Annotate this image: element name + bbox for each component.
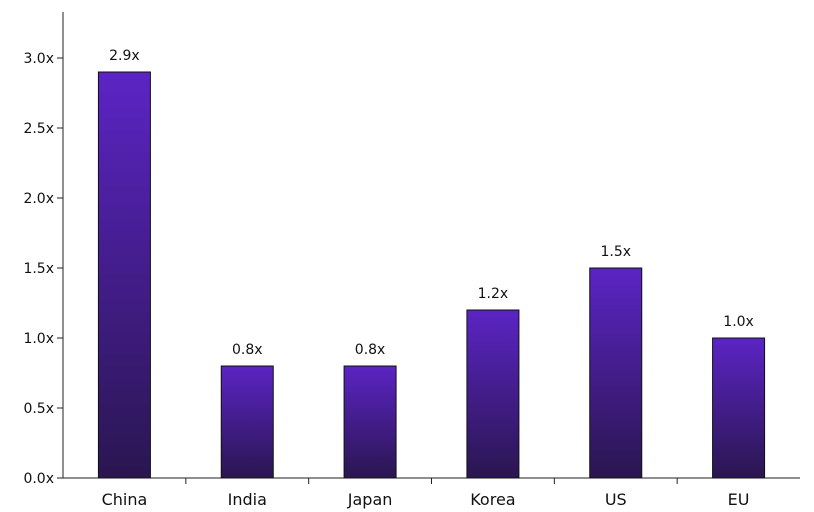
data-label: 1.5x	[600, 244, 631, 260]
bar-india	[220, 365, 274, 479]
bar-us	[589, 267, 643, 479]
x-category-label: China	[102, 490, 148, 509]
bar-korea	[466, 309, 520, 479]
bar-eu	[712, 337, 766, 479]
x-category-label: Korea	[470, 490, 515, 509]
data-label: 1.0x	[723, 314, 754, 330]
bars	[97, 71, 766, 479]
x-axis: China India Japan Korea US EU	[63, 477, 800, 509]
y-tick-label: 0.5x	[23, 401, 54, 417]
data-label: 2.9x	[109, 48, 140, 64]
x-category-label: EU	[728, 490, 750, 509]
y-tick-label: 2.5x	[23, 121, 54, 137]
data-label: 0.8x	[232, 342, 263, 358]
y-tick-label: 0.0x	[23, 471, 54, 487]
y-tick-label: 1.5x	[23, 261, 54, 277]
x-category-label: Japan	[347, 490, 393, 509]
y-tick-label: 2.0x	[23, 191, 54, 207]
y-tick-label: 3.0x	[23, 51, 54, 67]
y-axis: 0.0x 0.5x 1.0x 1.5x 2.0x 2.5x 3.0x	[23, 12, 64, 487]
bar-japan	[343, 365, 397, 479]
y-tick-label: 1.0x	[23, 331, 54, 347]
x-category-label: India	[228, 490, 267, 509]
x-category-label: US	[605, 490, 627, 509]
data-labels: 2.9x 0.8x 0.8x 1.2x 1.5x 1.0x	[109, 48, 754, 358]
data-label: 1.2x	[478, 286, 509, 302]
data-label: 0.8x	[355, 342, 386, 358]
bar-china	[97, 71, 151, 479]
